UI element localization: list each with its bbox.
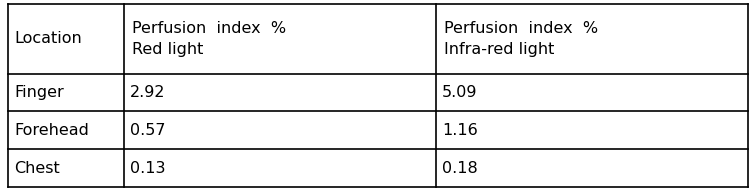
Text: 0.18: 0.18 [442, 161, 478, 176]
Text: 1.16: 1.16 [442, 123, 478, 138]
Text: Perfusion  index  %
Infra-red light: Perfusion index % Infra-red light [444, 21, 598, 57]
Text: 0.57: 0.57 [130, 123, 166, 138]
Text: Perfusion  index  %
Red light: Perfusion index % Red light [132, 21, 286, 57]
Text: Finger: Finger [14, 85, 64, 100]
Text: Location: Location [14, 31, 82, 46]
Text: 0.13: 0.13 [130, 161, 166, 176]
Text: 2.92: 2.92 [130, 85, 166, 100]
Text: 5.09: 5.09 [442, 85, 477, 100]
Text: Chest: Chest [14, 161, 60, 176]
Text: Forehead: Forehead [14, 123, 89, 138]
